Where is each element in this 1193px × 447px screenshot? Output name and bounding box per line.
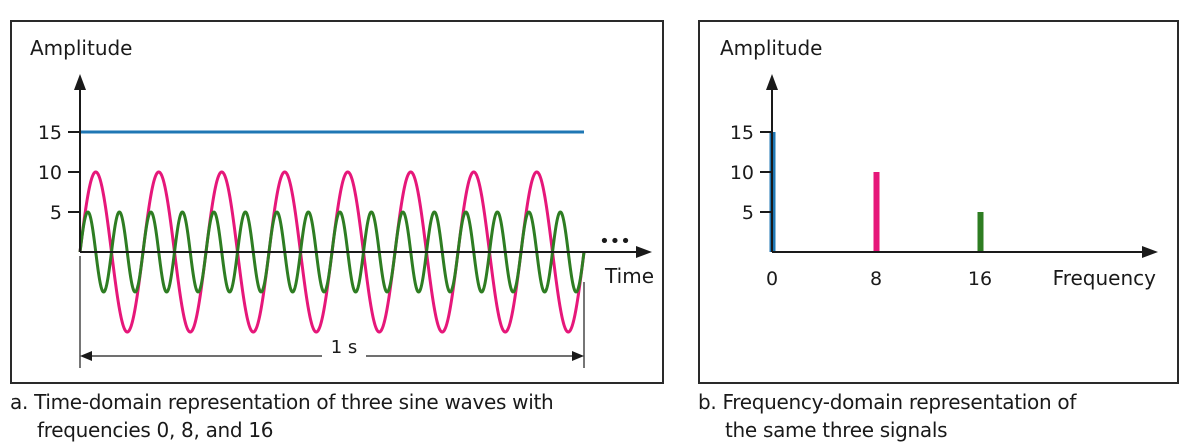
frequency-domain-panel: 0 8 16 5 10 15 Amplitude Frequency [698, 20, 1179, 384]
continuation-marker: ••• [599, 231, 631, 252]
bar-frequency-16 [977, 212, 984, 252]
y-tick-label-5: 5 [50, 202, 62, 224]
caption-a-line-1: a. Time-domain representation of three s… [10, 390, 554, 414]
y-tick-label-15: 15 [38, 122, 62, 144]
caption-time-domain: a. Time-domain representation of three s… [10, 388, 660, 444]
frequency-domain-chart: 0 8 16 5 10 15 Amplitude Frequency [720, 36, 1158, 290]
y-tick-label-15: 15 [730, 122, 754, 144]
y-axis-label: Amplitude [720, 36, 823, 60]
caption-b-line-2: the same three signals [725, 418, 948, 442]
duration-label: 1 s [331, 337, 358, 358]
y-axis-arrow [74, 74, 86, 90]
y-tick-label-5: 5 [742, 202, 754, 224]
y-tick-label-10: 10 [38, 162, 62, 184]
time-domain-panel: 5 10 15 Amplitude Time ••• 1 s [10, 20, 664, 384]
x-axis-arrow [636, 246, 652, 258]
y-axis-arrow [766, 74, 778, 90]
x-axis-arrow [1142, 246, 1158, 258]
bar-frequency-8 [873, 172, 880, 252]
y-axis-label: Amplitude [30, 36, 133, 60]
x-tick-label-8: 8 [870, 268, 882, 290]
x-axis-label: Frequency [1053, 266, 1156, 290]
caption-frequency-domain: b. Frequency-domain representation of th… [698, 388, 1178, 444]
duration-arrow-right [572, 351, 584, 361]
caption-a-line-2: frequencies 0, 8, and 16 [37, 418, 274, 442]
x-tick-label-16: 16 [968, 268, 992, 290]
x-axis-label: Time [604, 264, 654, 288]
y-tick-label-10: 10 [730, 162, 754, 184]
time-domain-chart: 5 10 15 Amplitude Time ••• 1 s [30, 36, 654, 368]
x-tick-label-0: 0 [766, 268, 778, 290]
duration-arrow-left [80, 351, 92, 361]
caption-b-line-1: b. Frequency-domain representation of [698, 390, 1077, 414]
duration-label-bg [322, 336, 366, 358]
